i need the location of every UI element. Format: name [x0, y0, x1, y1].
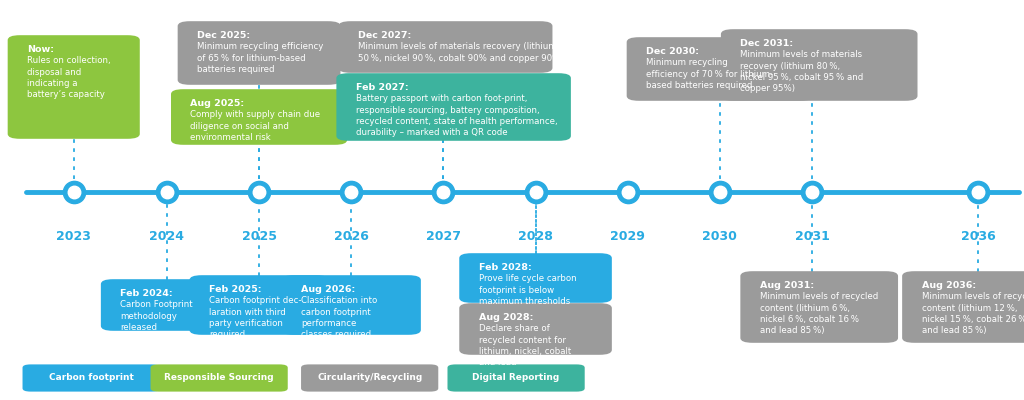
Text: performance: performance: [301, 319, 356, 328]
Text: of 65 % for lithium-based: of 65 % for lithium-based: [197, 54, 306, 63]
Text: footprint is below: footprint is below: [479, 286, 554, 294]
Text: required: required: [209, 330, 245, 339]
FancyBboxPatch shape: [459, 253, 612, 303]
FancyBboxPatch shape: [7, 35, 139, 139]
Text: diligence on social and: diligence on social and: [190, 122, 290, 130]
Text: batteries required: batteries required: [197, 65, 274, 74]
Text: Aug 2028:: Aug 2028:: [479, 313, 534, 322]
Text: Prove life cycle carbon: Prove life cycle carbon: [479, 274, 577, 283]
Text: Dec 2031:: Dec 2031:: [740, 39, 794, 48]
FancyBboxPatch shape: [178, 21, 340, 85]
Text: classes required: classes required: [301, 330, 371, 339]
Text: Now:: Now:: [27, 45, 54, 54]
Text: Digital Reporting: Digital Reporting: [472, 374, 560, 382]
FancyBboxPatch shape: [902, 271, 1024, 343]
FancyBboxPatch shape: [189, 275, 329, 335]
Text: 2025: 2025: [242, 230, 276, 243]
Text: nickel 6 %, cobalt 16 %: nickel 6 %, cobalt 16 %: [760, 315, 859, 324]
Text: Aug 2036:: Aug 2036:: [922, 281, 976, 290]
Text: Dec 2030:: Dec 2030:: [646, 47, 699, 56]
Text: indicating a: indicating a: [27, 79, 78, 88]
Text: laration with third: laration with third: [209, 308, 286, 317]
Text: Circularity/Recycling: Circularity/Recycling: [317, 374, 422, 382]
FancyBboxPatch shape: [627, 37, 813, 101]
Text: Minimum levels of recycled: Minimum levels of recycled: [922, 292, 1024, 302]
FancyBboxPatch shape: [282, 275, 421, 335]
Text: copper 95%): copper 95%): [740, 84, 796, 93]
Text: and lead: and lead: [479, 358, 516, 367]
Text: nickel 95 %, cobalt 95 % and: nickel 95 %, cobalt 95 % and: [740, 73, 863, 82]
FancyBboxPatch shape: [171, 89, 347, 145]
FancyBboxPatch shape: [151, 364, 288, 392]
Text: released: released: [121, 323, 158, 332]
Text: Minimum levels of recycled: Minimum levels of recycled: [760, 292, 878, 302]
Text: Feb 2024:: Feb 2024:: [121, 289, 173, 298]
Text: battery’s capacity: battery’s capacity: [27, 90, 105, 99]
Text: Dec 2027:: Dec 2027:: [358, 31, 412, 40]
Text: disposal and: disposal and: [27, 68, 81, 77]
Text: methodology: methodology: [121, 312, 177, 321]
Text: Carbon footprint dec-: Carbon footprint dec-: [209, 296, 301, 306]
FancyBboxPatch shape: [338, 21, 553, 73]
Text: content (lithium 6 %,: content (lithium 6 %,: [760, 304, 850, 313]
Text: based batteries required: based batteries required: [646, 81, 753, 90]
Text: 2028: 2028: [518, 230, 553, 243]
Text: and lead 85 %): and lead 85 %): [922, 326, 986, 335]
Text: Comply with supply chain due: Comply with supply chain due: [190, 110, 321, 120]
Text: responsible sourcing, battery composition,: responsible sourcing, battery compositio…: [356, 106, 540, 115]
Text: Minimum levels of materials recovery (lithium: Minimum levels of materials recovery (li…: [358, 42, 556, 51]
Text: recycled content, state of health performance,: recycled content, state of health perfor…: [356, 117, 557, 126]
Text: 2030: 2030: [702, 230, 737, 243]
Text: efficiency of 70 % for lithium-: efficiency of 70 % for lithium-: [646, 70, 773, 78]
Text: lithium, nickel, cobalt: lithium, nickel, cobalt: [479, 347, 571, 356]
Text: 2027: 2027: [426, 230, 461, 243]
Text: nickel 15 %, cobalt 26 %: nickel 15 %, cobalt 26 %: [922, 315, 1024, 324]
Text: Feb 2028:: Feb 2028:: [479, 263, 531, 272]
Text: Dec 2025:: Dec 2025:: [197, 31, 250, 40]
Text: 2023: 2023: [56, 230, 91, 243]
Text: maximum thresholds: maximum thresholds: [479, 297, 570, 306]
Text: recovery (lithium 80 %,: recovery (lithium 80 %,: [740, 62, 841, 70]
Text: Aug 2026:: Aug 2026:: [301, 285, 355, 294]
Text: and lead 85 %): and lead 85 %): [760, 326, 824, 335]
Text: Minimum levels of materials: Minimum levels of materials: [740, 50, 862, 59]
Text: Aug 2025:: Aug 2025:: [190, 99, 245, 108]
Text: Classification into: Classification into: [301, 296, 377, 306]
Text: 2026: 2026: [334, 230, 369, 243]
FancyBboxPatch shape: [23, 364, 160, 392]
Text: 2029: 2029: [610, 230, 645, 243]
FancyBboxPatch shape: [447, 364, 585, 392]
Text: 2031: 2031: [795, 230, 829, 243]
Text: Minimum recycling: Minimum recycling: [646, 58, 728, 68]
Text: Battery passport with carbon foot-print,: Battery passport with carbon foot-print,: [356, 94, 527, 103]
Text: carbon footprint: carbon footprint: [301, 308, 371, 317]
Text: Carbon Footprint: Carbon Footprint: [121, 300, 193, 310]
Text: recycled content for: recycled content for: [479, 336, 565, 345]
Text: party verification: party verification: [209, 319, 283, 328]
Text: durability – marked with a QR code: durability – marked with a QR code: [356, 128, 508, 137]
Text: Responsible Sourcing: Responsible Sourcing: [164, 374, 274, 382]
Text: Minimum recycling efficiency: Minimum recycling efficiency: [197, 42, 324, 51]
Text: content (lithium 12 %,: content (lithium 12 %,: [922, 304, 1017, 313]
FancyBboxPatch shape: [740, 271, 898, 343]
FancyBboxPatch shape: [721, 29, 918, 101]
FancyBboxPatch shape: [101, 279, 233, 331]
Text: 2024: 2024: [150, 230, 184, 243]
Text: Declare share of: Declare share of: [479, 324, 550, 334]
Text: Aug 2031:: Aug 2031:: [760, 281, 814, 290]
Text: Carbon footprint: Carbon footprint: [49, 374, 133, 382]
Text: Feb 2025:: Feb 2025:: [209, 285, 261, 294]
Text: Rules on collection,: Rules on collection,: [27, 56, 111, 65]
FancyBboxPatch shape: [301, 364, 438, 392]
Text: 2036: 2036: [961, 230, 995, 243]
FancyBboxPatch shape: [336, 73, 571, 141]
Text: 50 %, nickel 90 %, cobalt 90% and copper 90%): 50 %, nickel 90 %, cobalt 90% and copper…: [358, 54, 563, 63]
Text: environmental risk: environmental risk: [190, 133, 271, 142]
FancyBboxPatch shape: [459, 303, 612, 355]
Text: Feb 2027:: Feb 2027:: [356, 83, 409, 92]
